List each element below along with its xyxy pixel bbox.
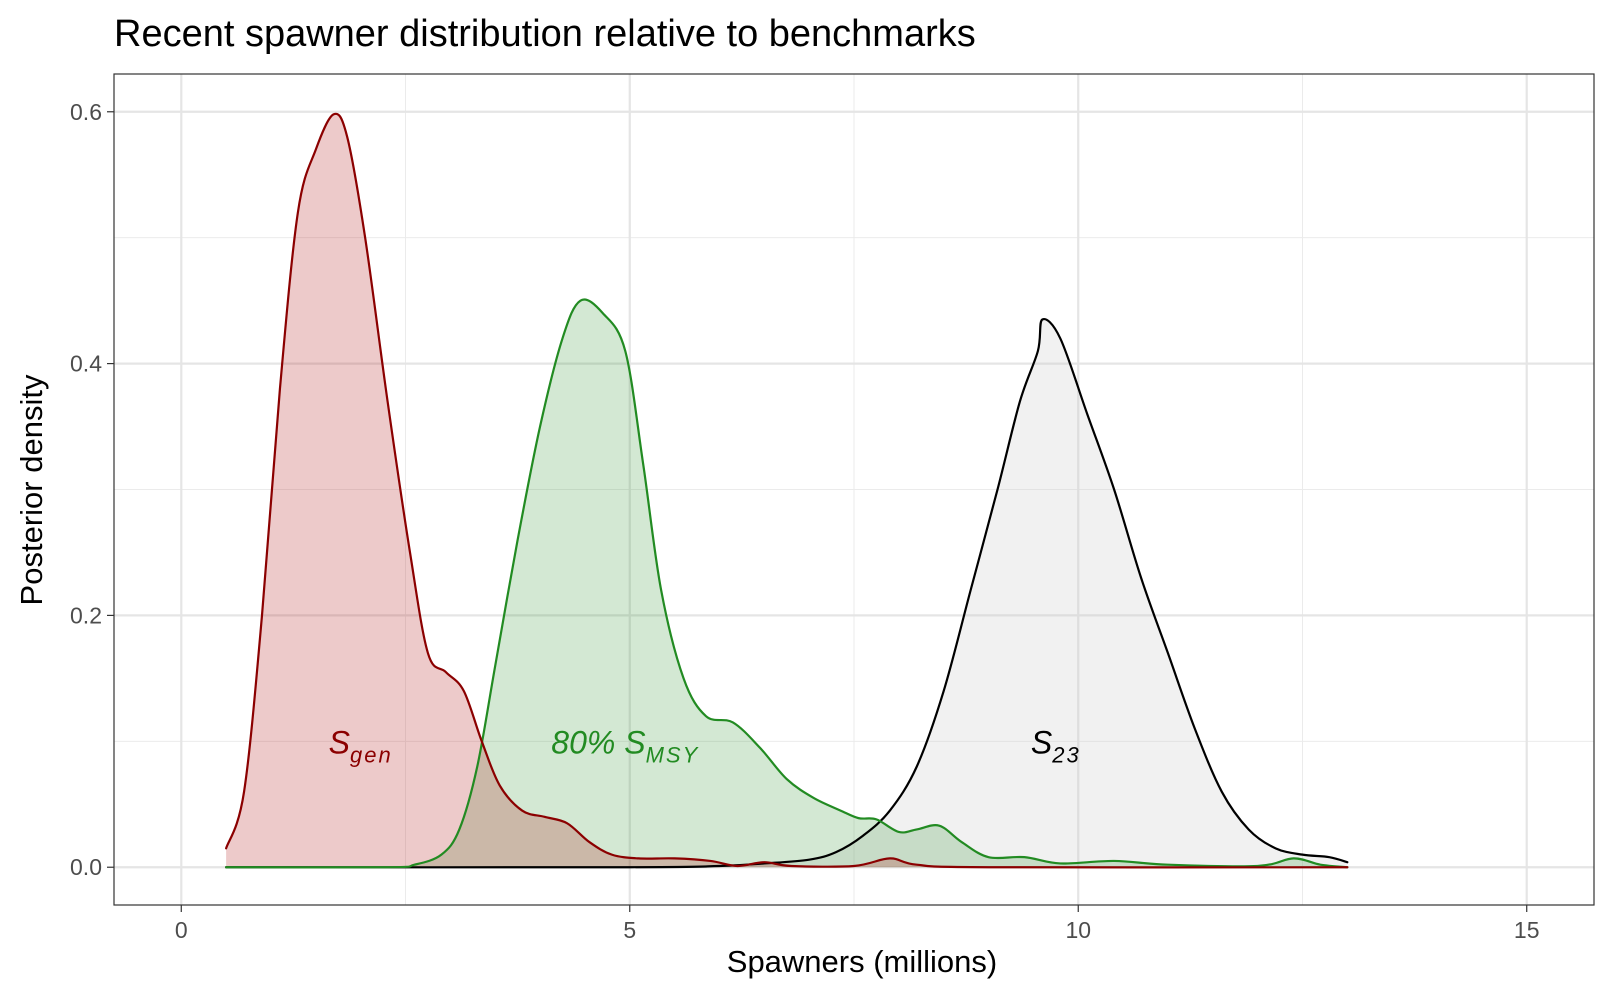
y-axis: 0.0 0.2 0.4 0.6 [70, 99, 114, 880]
density-lines [225, 112, 1349, 869]
y-tick-label: 0.4 [70, 351, 102, 377]
y-tick-label: 0.0 [70, 854, 102, 880]
x-tick-label: 10 [1065, 917, 1091, 943]
y-axis-title: Posterior density [14, 374, 49, 605]
density-area-s23 [226, 319, 1348, 868]
y-tick-label: 0.6 [70, 99, 102, 125]
density-line-smsy80 [225, 298, 1349, 869]
density-line-sgen [225, 112, 1349, 869]
grid-minor [114, 74, 1594, 905]
annotation-smsy80: 80% SMSY [551, 724, 699, 767]
benchmark-annotations: Sgen 80% SMSY S23 [329, 724, 1081, 767]
x-tick-label: 0 [175, 917, 188, 943]
density-areas [226, 113, 1348, 868]
panel-border [113, 73, 1595, 906]
y-tick-label: 0.2 [70, 602, 102, 628]
annotation-s23: S23 [1031, 724, 1081, 767]
density-area-smsy80 [226, 299, 1348, 868]
density-area-sgen [226, 113, 1348, 868]
x-axis: 0 5 10 15 [175, 905, 1540, 943]
x-tick-label: 15 [1514, 917, 1540, 943]
x-axis-title: Spawners (millions) [727, 944, 997, 979]
annotation-sgen: Sgen [329, 724, 393, 767]
chart-title: Recent spawner distribution relative to … [114, 13, 976, 55]
x-tick-label: 5 [623, 917, 636, 943]
